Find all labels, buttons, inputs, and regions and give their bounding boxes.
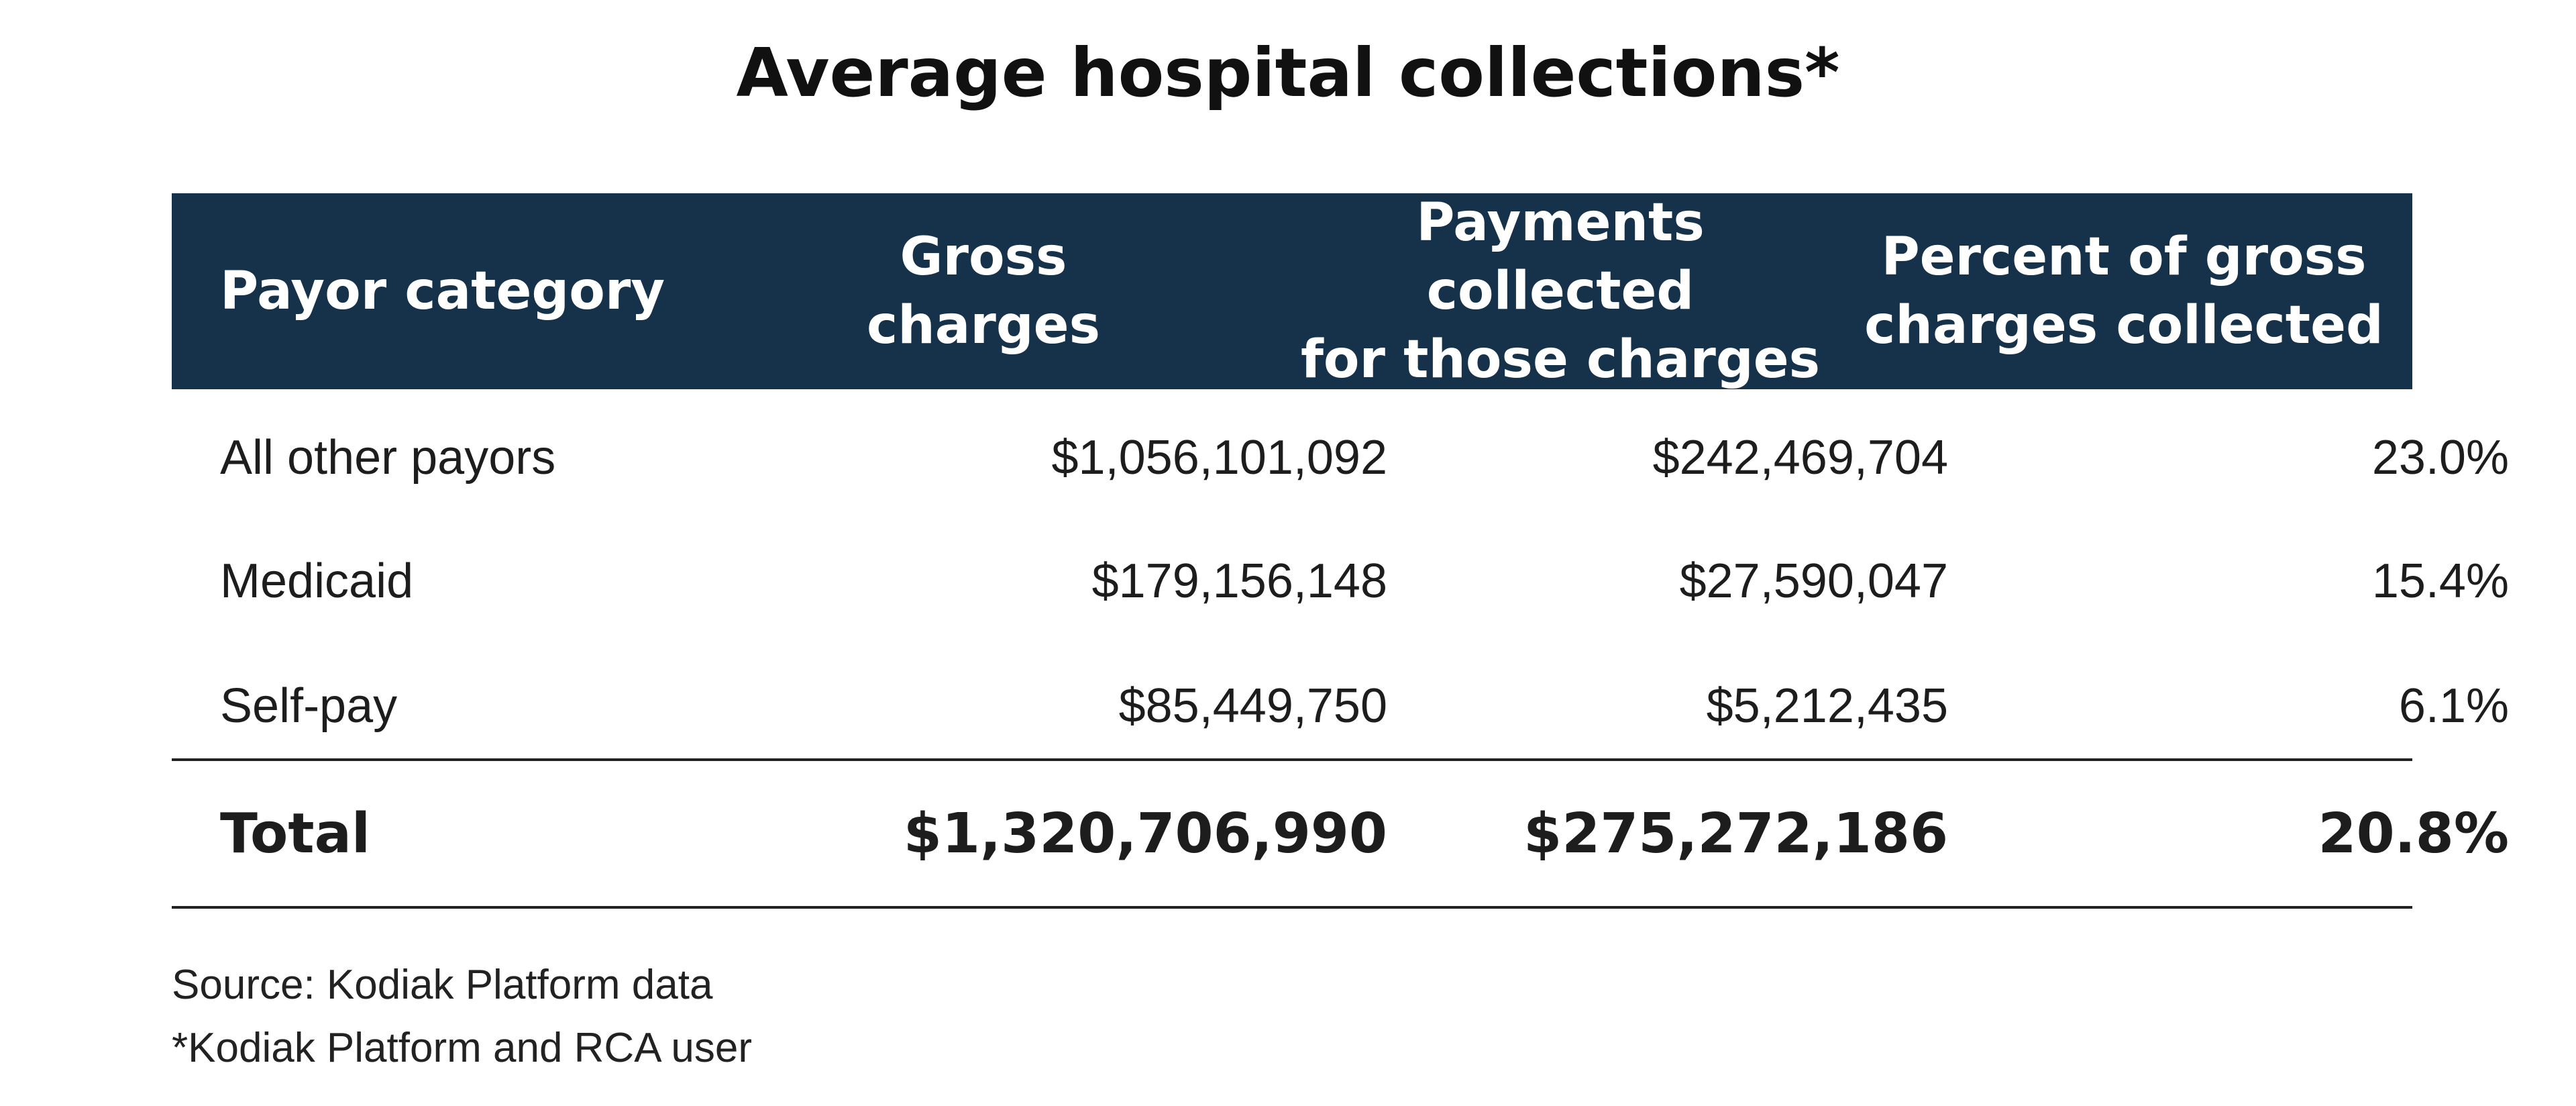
- cell-payor: Medicaid: [220, 554, 414, 608]
- header-gross-charges: Gross charges: [789, 193, 1178, 389]
- header-payments-collected: Payments collected for those charges: [1285, 193, 1835, 390]
- cell-payor: Self-pay: [220, 679, 398, 733]
- cell-percent: 6.1%: [2398, 679, 2509, 733]
- cell-gross-charges: $179,156,148: [1091, 554, 1387, 608]
- cell-gross-charges: $1,056,101,092: [1051, 431, 1387, 485]
- table-row: All other payors $1,056,101,092 $242,469…: [172, 396, 2509, 519]
- total-divider-top: [172, 758, 2412, 761]
- table-header: Payor category Gross charges Payments co…: [172, 193, 2412, 390]
- header-payor-category: Payor category: [220, 193, 757, 389]
- cell-percent: 15.4%: [2371, 554, 2509, 608]
- header-line: charges: [866, 295, 1101, 356]
- cell-percent: 23.0%: [2371, 431, 2509, 485]
- header-percent-collected: Percent of gross charges collected: [1849, 193, 2399, 389]
- collections-table: Payor category Gross charges Payments co…: [172, 193, 2509, 909]
- cell-payments: $242,469,704: [1652, 431, 1948, 485]
- cell-total-percent: 20.8%: [2318, 801, 2509, 866]
- cell-gross-charges: $85,449,750: [1118, 679, 1387, 733]
- header-line: charges collected: [1864, 295, 2383, 356]
- header-line: Payor category: [220, 261, 665, 321]
- chart-title: Average hospital collections*: [736, 34, 1840, 112]
- header-line: Percent of gross: [1881, 227, 2367, 287]
- source-note: Source: Kodiak Platform data: [172, 962, 713, 1008]
- table-row: Self-pay $85,449,750 $5,212,435 6.1%: [172, 644, 2509, 758]
- table-row: Medicaid $179,156,148 $27,590,047 15.4%: [172, 519, 2509, 644]
- cell-total-label: Total: [220, 801, 371, 866]
- cell-payments: $5,212,435: [1706, 679, 1948, 733]
- cell-payor: All other payors: [220, 431, 556, 485]
- header-line: for those charges: [1300, 330, 1821, 390]
- cell-payments: $27,590,047: [1679, 554, 1948, 608]
- total-divider-bottom: [172, 906, 2412, 909]
- cell-total-gross-charges: $1,320,706,990: [903, 801, 1387, 866]
- total-row: Total $1,320,706,990 $275,272,186 20.8%: [172, 761, 2509, 906]
- footnote: *Kodiak Platform and RCA user: [172, 1025, 752, 1071]
- header-line: Payments collected: [1416, 193, 1705, 321]
- header-line: Gross: [900, 227, 1067, 287]
- cell-total-payments: $275,272,186: [1523, 801, 1948, 866]
